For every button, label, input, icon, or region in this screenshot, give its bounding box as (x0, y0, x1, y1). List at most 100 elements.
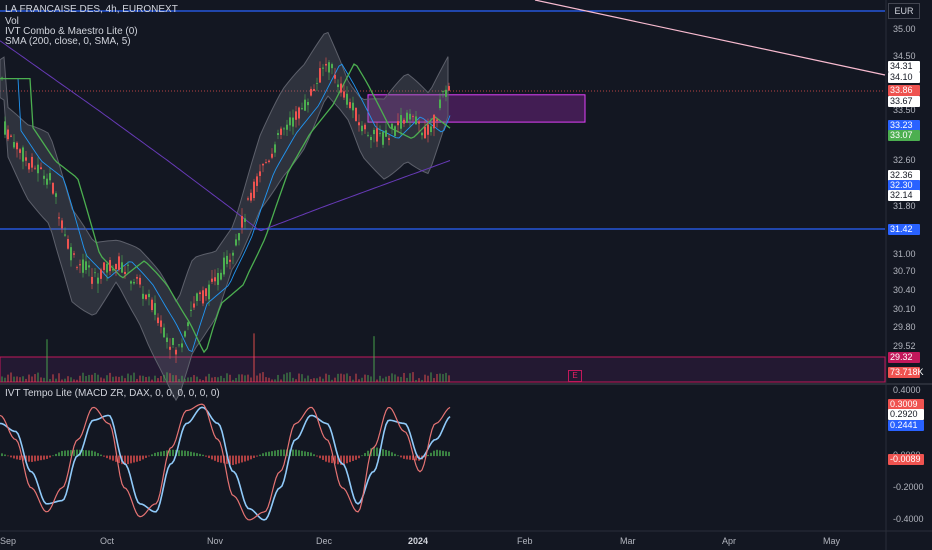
price-label-zone: 29.32 (888, 352, 920, 363)
candle-body (154, 303, 156, 315)
candle-body (40, 167, 42, 170)
price-label-green: 33.07 (888, 130, 920, 141)
candle-body (88, 265, 90, 268)
osc-value-label-plain: 0.2920 (888, 409, 924, 420)
candle-body (382, 131, 384, 145)
candle-body (67, 239, 69, 249)
volume-bar (238, 374, 240, 382)
osc-histogram-bar (55, 453, 57, 457)
candle-body (190, 309, 192, 311)
osc-histogram-bar (310, 452, 312, 457)
volume-bar (106, 375, 108, 382)
candle-body (280, 128, 282, 135)
osc-histogram-bar (328, 455, 330, 463)
sma-legend[interactable]: SMA (200, close, 0, SMA, 5) (5, 36, 131, 47)
volume-bar (316, 378, 318, 382)
osc-histogram-bar (163, 450, 165, 457)
price-tick-label: 35.00 (893, 24, 916, 34)
candle-body (304, 99, 306, 111)
time-axis-label: Nov (207, 536, 224, 546)
price-label-last: 33.86 (888, 85, 920, 96)
volume-legend[interactable]: Vol (5, 16, 19, 27)
candle-body (172, 337, 174, 345)
volume-bar (232, 379, 234, 382)
time-axis-label: Feb (517, 536, 533, 546)
candle-body (28, 163, 30, 170)
volume-bar (439, 373, 441, 382)
volume-bar (121, 375, 123, 382)
currency-button[interactable]: EUR (888, 3, 920, 19)
symbol-title[interactable]: LA FRANCAISE DES, 4h, EURONEXT (5, 4, 178, 15)
osc-histogram-bar (298, 450, 300, 457)
volume-bar (433, 378, 435, 382)
price-label-blue: 33.23 (888, 120, 920, 131)
candle-body (409, 113, 411, 120)
candle-body (448, 86, 450, 91)
osc-histogram-bar (313, 454, 315, 457)
osc-histogram-bar (445, 451, 447, 457)
osc-histogram-bar (139, 455, 141, 461)
volume-bar (64, 378, 66, 382)
osc-histogram-bar (7, 455, 9, 457)
osc-histogram-bar (307, 451, 309, 457)
volume-bar (73, 379, 75, 382)
volume-bar (151, 379, 153, 382)
ivt-combo-legend[interactable]: IVT Combo & Maestro Lite (0) (5, 26, 138, 37)
osc-histogram-bar (37, 455, 39, 461)
candle-body (58, 217, 60, 219)
candle-body (442, 90, 444, 92)
oscillator-legend[interactable]: IVT Tempo Lite (MACD ZR, DAX, 0, 0, 0, 0… (5, 388, 220, 399)
candle-body (19, 149, 21, 153)
osc-histogram-bar (1, 453, 3, 457)
volume-bar (97, 374, 99, 382)
volume-bar (262, 372, 264, 382)
volume-bar (448, 375, 450, 382)
candle-body (412, 116, 414, 118)
osc-histogram-bar (226, 455, 228, 464)
candle-body (118, 256, 120, 270)
candle-body (10, 135, 12, 137)
volume-bar (163, 375, 165, 382)
volume-bar (268, 377, 270, 382)
volume-bar (175, 375, 177, 382)
volume-bar (91, 374, 93, 382)
candle-body (94, 272, 96, 274)
candle-body (307, 102, 309, 106)
candle-body (439, 99, 441, 109)
osc-histogram-bar (106, 455, 108, 459)
volume-bar (346, 373, 348, 382)
candle-body (73, 253, 75, 255)
volume-bar (394, 374, 396, 382)
volume-bar (169, 373, 171, 382)
candle-body (292, 117, 294, 127)
volume-bar (10, 372, 12, 382)
candle-body (364, 124, 366, 130)
volume-bar (355, 373, 357, 382)
osc-histogram-bar (427, 454, 429, 457)
earnings-marker[interactable]: E (568, 370, 582, 382)
volume-bar (424, 374, 426, 382)
osc-histogram-bar (394, 453, 396, 457)
volume-bar (379, 375, 381, 382)
osc-histogram-bar (58, 452, 60, 457)
candle-body (370, 136, 372, 141)
osc-histogram-bar (331, 455, 333, 464)
osc-histogram-bar (124, 455, 126, 465)
candle-body (226, 255, 228, 265)
osc-histogram-bar (148, 455, 150, 457)
osc-histogram-bar (46, 455, 48, 459)
volume-bar (289, 372, 291, 382)
volume-bar (19, 377, 21, 382)
volume-bar (85, 376, 87, 382)
price-label-plain: 32.14 (888, 190, 920, 201)
volume-bar (382, 378, 384, 382)
osc-histogram-bar (196, 453, 198, 457)
volume-bar (109, 372, 111, 382)
osc-histogram-bar (340, 455, 342, 465)
osc-histogram-bar (145, 455, 147, 458)
volume-bar (58, 373, 60, 382)
candle-body (4, 121, 6, 135)
volume-bar (37, 372, 39, 382)
volume-bar (31, 376, 33, 382)
